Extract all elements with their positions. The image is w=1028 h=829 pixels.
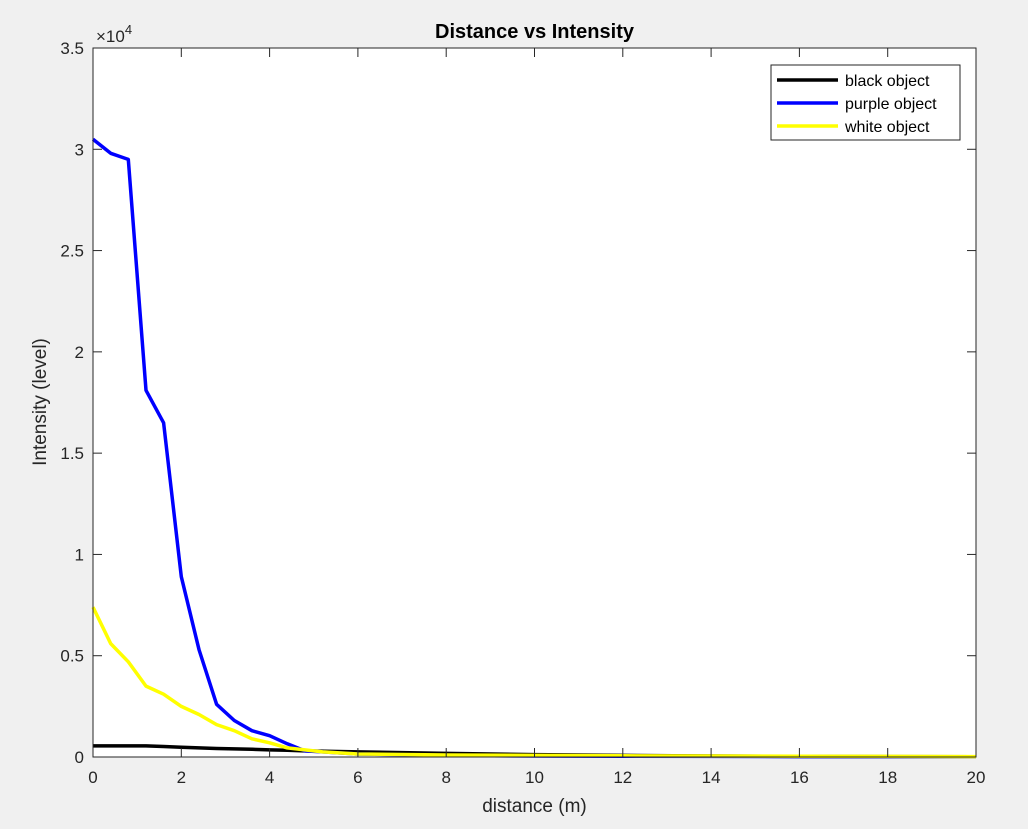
legend-label-purple-object: purple object (845, 96, 937, 113)
y-tick-label: 0.5 (60, 647, 84, 666)
y-exponent-multiplier: ×104 (96, 22, 132, 46)
x-tick-label: 8 (441, 768, 450, 787)
x-tick-label: 6 (353, 768, 362, 787)
y-tick-label: 2 (75, 343, 84, 362)
legend: black object purple object white object (770, 64, 961, 141)
x-tick-label: 2 (177, 768, 186, 787)
x-tick-label: 16 (790, 768, 809, 787)
x-tick-label: 12 (613, 768, 632, 787)
y-tick-label: 2.5 (60, 242, 84, 261)
legend-label-black-object: black object (845, 73, 930, 90)
y-axis-label: Intensity (level) (30, 338, 51, 466)
axis-ticks: 0 2 4 6 8 10 12 14 16 18 20 0 0.5 1 1.5 2 2.5 3 3.5 (60, 39, 985, 787)
plot-area (93, 48, 976, 757)
y-tick-label: 1.5 (60, 444, 84, 463)
series-line-white-object (91, 606, 977, 759)
x-tick-label: 20 (967, 768, 986, 787)
y-tick-label: 3 (75, 140, 84, 159)
y-exponent-power: 4 (125, 22, 132, 37)
y-tick-label: 3.5 (60, 39, 84, 58)
y-tick-label: 1 (75, 545, 84, 564)
x-tick-label: 4 (265, 768, 274, 787)
x-tick-label: 10 (525, 768, 544, 787)
y-exponent-base: ×10 (96, 27, 125, 46)
x-tick-label: 14 (702, 768, 721, 787)
x-axis-label: distance (m) (482, 796, 587, 817)
legend-label-white-object: white object (844, 119, 930, 136)
chart-title: Distance vs Intensity (435, 21, 635, 43)
y-tick-label: 0 (75, 748, 84, 767)
x-tick-label: 18 (878, 768, 897, 787)
x-tick-label: 0 (88, 768, 97, 787)
